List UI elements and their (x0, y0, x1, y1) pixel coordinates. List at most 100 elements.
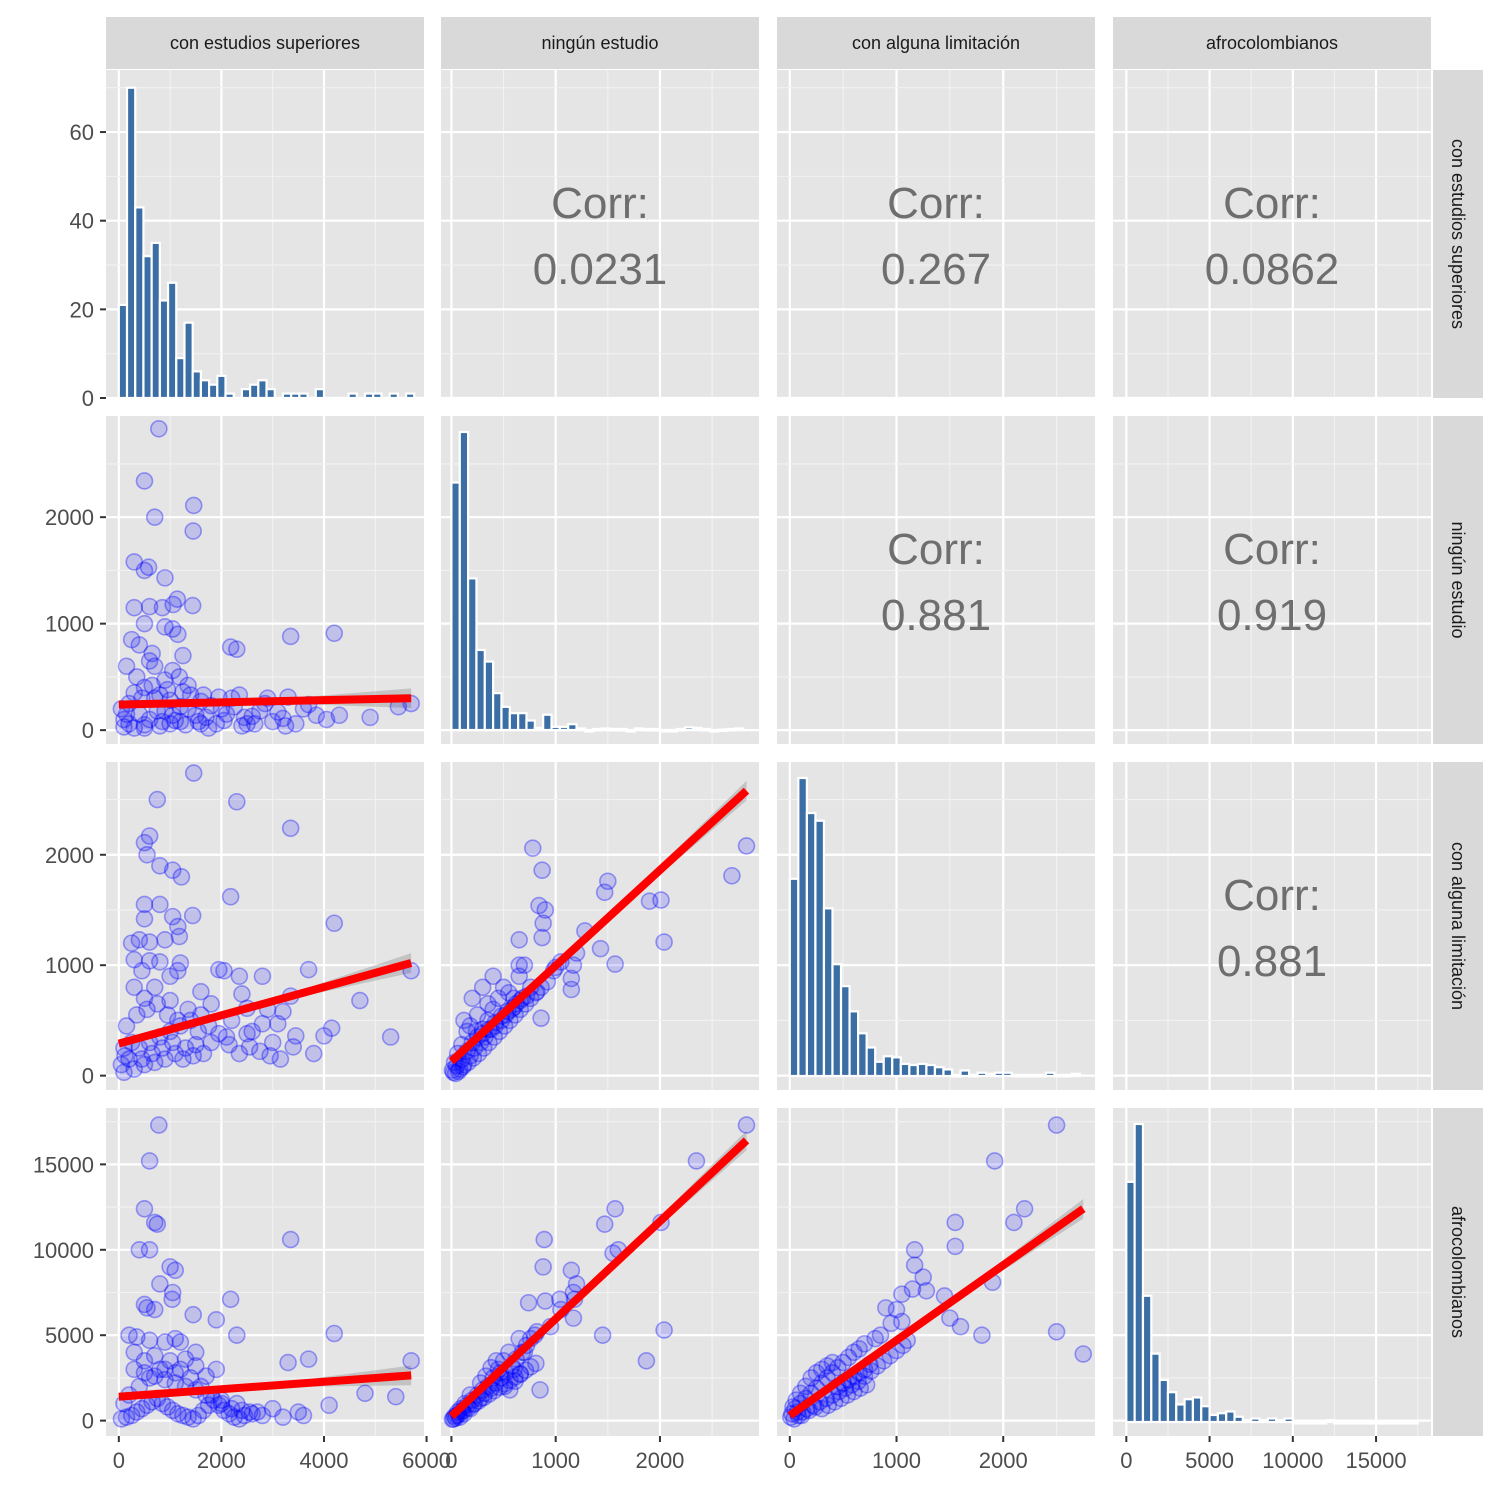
histogram-bar (372, 392, 383, 398)
scatter-point (562, 969, 581, 988)
histogram-bar (1061, 1073, 1073, 1078)
histogram-bar (1266, 1417, 1278, 1424)
strip-right-2 (1433, 762, 1483, 1090)
y-tick-label: 0 (82, 386, 94, 411)
panel-bg-1-0 (106, 416, 424, 744)
scatter-point (133, 961, 151, 980)
panel-bg-1-2 (777, 416, 1095, 744)
scatter-point (330, 706, 349, 725)
scatter-point (184, 764, 203, 782)
scatter-point (156, 1360, 174, 1379)
scatter-point (877, 1299, 895, 1317)
scatter-point (263, 712, 282, 731)
histogram-bar (404, 392, 416, 398)
histogram-bar (1216, 1412, 1228, 1424)
scatter-point (946, 1237, 965, 1256)
regression-line (118, 694, 412, 709)
histogram-bar (675, 727, 687, 732)
scatter-point (813, 1360, 831, 1379)
histogram-bar (1183, 1398, 1195, 1424)
scatter-point (893, 1285, 911, 1304)
scatter-point (595, 1215, 614, 1233)
scatter-point (222, 1399, 241, 1418)
scatter-point (133, 1050, 151, 1068)
scatter-point (851, 1379, 870, 1397)
histogram-bar (166, 281, 178, 398)
histogram-bar (1208, 1413, 1219, 1424)
scatter-point (905, 1256, 924, 1274)
scatter-point (499, 984, 518, 1002)
x-tick-label: 6000 (402, 1448, 451, 1473)
histogram-bar (322, 396, 334, 398)
scatter-point (135, 910, 154, 928)
scatter-point (158, 1006, 177, 1024)
scatter-point (166, 711, 185, 730)
histogram-bar (1325, 1419, 1336, 1424)
scatter-point (530, 896, 548, 915)
panel-1-0 (106, 416, 424, 744)
histogram-bar (942, 1068, 954, 1078)
y-tick-label: 0 (82, 718, 94, 743)
scatter-point (402, 1352, 420, 1370)
scatter-point (506, 1372, 524, 1391)
strip-top-1 (441, 17, 759, 69)
scatter-point (161, 714, 179, 733)
scatter-point (238, 714, 256, 733)
scatter-point (299, 960, 318, 979)
corr-label: Corr: (1223, 871, 1321, 920)
histogram-bar (150, 241, 161, 398)
scatter-point (186, 706, 205, 725)
scatter-point (261, 1046, 279, 1065)
histogram-bar (600, 727, 612, 732)
scatter-point (161, 1352, 179, 1370)
scatter-point (145, 1053, 164, 1072)
scatter-point (893, 1312, 911, 1331)
histogram-bar (1133, 1122, 1145, 1424)
scatter-point (135, 1199, 154, 1218)
strip-right-label: ningún estudio (1448, 521, 1468, 638)
histogram-bar (467, 577, 478, 732)
scatter-point (1005, 1213, 1023, 1232)
histogram-bar (839, 985, 851, 1078)
scatter-point (533, 928, 551, 947)
x-tick-label: 2000 (979, 1448, 1028, 1473)
scatter-point (156, 931, 174, 949)
strip-labels: con estudios superiores ningún estudio con… (106, 17, 1483, 1436)
scatter-point (473, 978, 492, 997)
histogram-bar (788, 877, 800, 1078)
scatter-point (834, 1353, 852, 1372)
scatter-point (207, 714, 226, 733)
scatter-point (181, 1369, 200, 1387)
scatter-point (140, 1369, 159, 1387)
scatter-point (176, 716, 195, 734)
scatter-point (135, 614, 154, 633)
panel-bg-0-2 (777, 70, 1095, 398)
scatter-point (207, 1360, 226, 1379)
scatter-point (120, 1050, 138, 1068)
histogram-bar (558, 725, 570, 732)
scatter-point (455, 1011, 473, 1030)
histogram-bar (281, 392, 293, 398)
scatter-point (510, 931, 528, 949)
scatter-point (145, 508, 164, 526)
scatter-point (534, 1258, 552, 1276)
histogram-bar (1158, 1378, 1170, 1424)
scatter-point (243, 707, 261, 726)
strip-right-label: con alguna limitación (1448, 842, 1468, 1010)
scatter-point (286, 714, 305, 733)
scatter-point (230, 1044, 249, 1063)
histogram-bar (899, 1062, 911, 1078)
histogram-bar (355, 396, 367, 398)
scatter-point (122, 630, 141, 649)
scatter-point (511, 1365, 530, 1384)
histogram-bar (1036, 1073, 1048, 1078)
scatter-point (351, 991, 369, 1010)
scatter-point (737, 1116, 756, 1134)
y-tick-label: 15000 (33, 1152, 94, 1177)
histogram-bar (717, 728, 728, 733)
corr-label: Corr: (1223, 525, 1321, 574)
scatter-point (125, 1060, 144, 1078)
histogram-bar (525, 719, 536, 732)
scatter-point (233, 985, 251, 1003)
histogram-bar (1233, 1415, 1244, 1424)
